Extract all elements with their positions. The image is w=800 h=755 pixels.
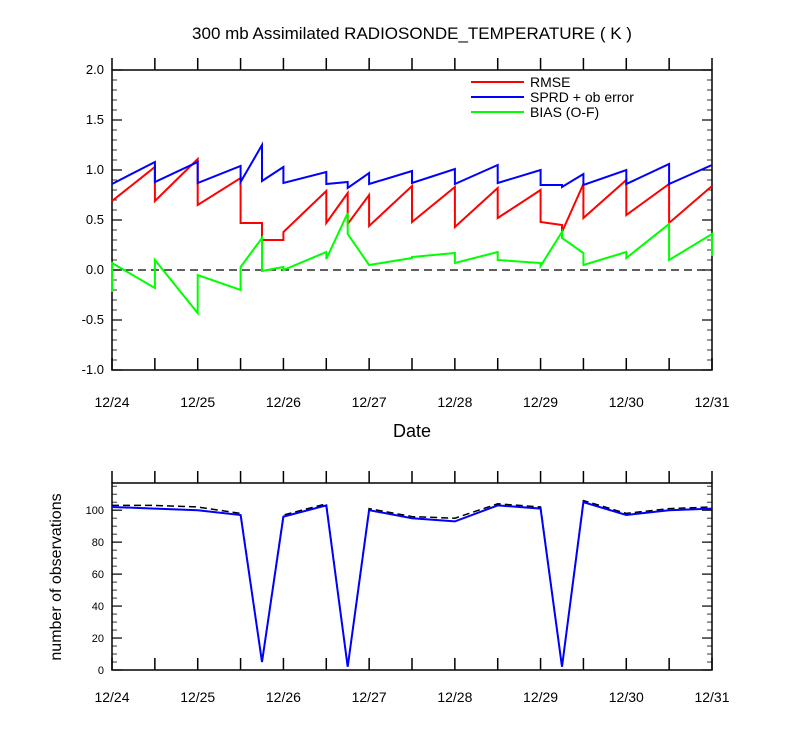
x-tick-label: 12/30 <box>609 394 644 410</box>
series-line-rmse <box>111 156 713 241</box>
legend: RMSE SPRD + ob error BIAS (O-F) <box>471 74 634 120</box>
series-line-observations-assimilated <box>111 500 713 667</box>
x-tick-label: 12/26 <box>266 689 301 705</box>
y-tick-label: 0.0 <box>86 262 104 277</box>
x-tick-label: 12/30 <box>609 689 644 705</box>
y-tick-label: 100 <box>86 505 104 517</box>
x-tick-label: 12/25 <box>180 394 215 410</box>
series-line-sprd-ob-error <box>111 141 713 190</box>
x-tick-label: 12/28 <box>437 689 472 705</box>
x-tick-label: 12/27 <box>352 394 387 410</box>
top-chart: -1.0 -0.5 0.0 0.5 1.0 1.5 2.0 12/24 12/25 12/26 12… <box>82 58 730 410</box>
y-tick-label: 0.5 <box>86 212 104 227</box>
y-tick-label: 1.0 <box>86 162 104 177</box>
chart-title: 300 mb Assimilated RADIOSONDE_TEMPERATUR… <box>192 24 632 43</box>
y-tick-label: 80 <box>92 537 104 549</box>
legend-label-sprd: SPRD + ob error <box>530 89 634 105</box>
legend-label-bias: BIAS (O-F) <box>530 104 599 120</box>
x-tick-label: 12/31 <box>694 394 729 410</box>
x-tick-label: 12/27 <box>352 689 387 705</box>
x-tick-label: 12/24 <box>94 689 129 705</box>
x-tick-label: 12/31 <box>694 689 729 705</box>
y-tick-label: 20 <box>92 633 104 645</box>
x-tick-label: 12/29 <box>523 394 558 410</box>
x-tick-label: 12/26 <box>266 394 301 410</box>
y-axis-label-observations: number of observations <box>48 493 65 660</box>
x-tick-label: 12/29 <box>523 689 558 705</box>
x-tick-label: 12/24 <box>94 394 129 410</box>
y-tick-label: 2.0 <box>86 62 104 77</box>
series-line-observations-possible <box>112 499 713 667</box>
y-tick-label: 1.5 <box>86 112 104 127</box>
y-tick-label: 40 <box>92 601 104 613</box>
y-tick-label: 60 <box>92 569 104 581</box>
bottom-chart: 0 20 40 60 80 100 12/24 12/25 12/26 12/27 12/28 12/… <box>86 471 730 705</box>
series-line-bias-o-f <box>111 212 713 316</box>
x-tick-label: 12/25 <box>180 689 215 705</box>
y-tick-label: -1.0 <box>82 362 104 377</box>
x-axis-label: Date <box>393 421 431 441</box>
x-tick-label: 12/28 <box>437 394 472 410</box>
legend-label-rmse: RMSE <box>530 74 570 90</box>
y-tick-label: -0.5 <box>82 312 104 327</box>
y-tick-label: 0 <box>98 665 104 677</box>
